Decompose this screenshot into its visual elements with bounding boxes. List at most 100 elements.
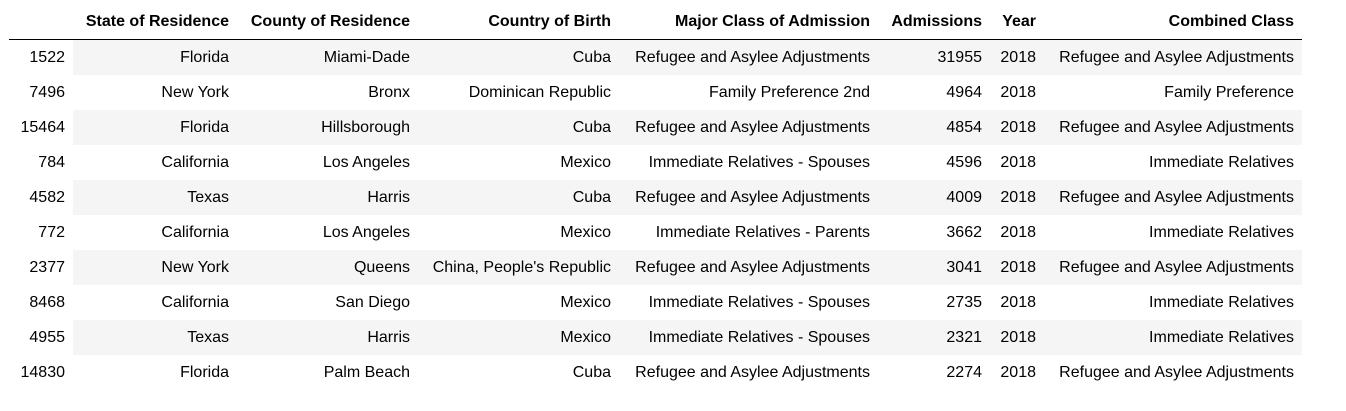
cell-country-of-birth: Cuba [418, 355, 619, 390]
cell-combined-class: Refugee and Asylee Adjustments [1044, 110, 1302, 145]
cell-year: 2018 [990, 285, 1044, 320]
cell-county-of-residence: Queens [237, 250, 418, 285]
cell-major-class-of-admission: Immediate Relatives - Spouses [619, 145, 878, 180]
cell-admissions: 31955 [878, 39, 990, 75]
column-header-county-of-residence: County of Residence [237, 5, 418, 40]
cell-combined-class: Family Preference [1044, 75, 1302, 110]
cell-admissions: 4596 [878, 145, 990, 180]
cell-country-of-birth: Mexico [418, 145, 619, 180]
cell-admissions: 4854 [878, 110, 990, 145]
cell-admissions: 4964 [878, 75, 990, 110]
cell-combined-class: Refugee and Asylee Adjustments [1044, 39, 1302, 75]
cell-year: 2018 [990, 180, 1044, 215]
cell-county-of-residence: Bronx [237, 75, 418, 110]
row-index-cell: 2377 [29, 258, 65, 276]
header-row: State of Residence County of Residence Cou… [9, 5, 1302, 40]
cell-county-of-residence: Harris [237, 180, 418, 215]
cell-state-of-residence: New York [73, 75, 237, 110]
cell-combined-class: Refugee and Asylee Adjustments [1044, 355, 1302, 390]
row-index-cell: 14830 [20, 363, 66, 381]
cell-admissions: 4009 [878, 180, 990, 215]
cell-state-of-residence: Texas [73, 180, 237, 215]
cell-county-of-residence: Harris [237, 320, 418, 355]
cell-major-class-of-admission: Refugee and Asylee Adjustments [619, 110, 878, 145]
cell-year: 2018 [990, 110, 1044, 145]
column-header-combined-class: Combined Class [1044, 5, 1302, 40]
dataframe-table: State of Residence County of Residence Cou… [9, 5, 1302, 390]
row-index-cell: 772 [38, 223, 65, 241]
cell-admissions: 2274 [878, 355, 990, 390]
cell-year: 2018 [990, 39, 1044, 75]
cell-admissions: 2735 [878, 285, 990, 320]
cell-country-of-birth: Cuba [418, 110, 619, 145]
column-header-state-of-residence: State of Residence [73, 5, 237, 40]
cell-combined-class: Immediate Relatives [1044, 215, 1302, 250]
table-row: 14830 Florida Palm Beach Cuba Refugee and As… [9, 355, 1302, 390]
cell-country-of-birth: China, People's Republic [418, 250, 619, 285]
row-index-cell: 15464 [20, 118, 66, 136]
cell-county-of-residence: Los Angeles [237, 215, 418, 250]
cell-year: 2018 [990, 75, 1044, 110]
table-row: 784 California Los Angeles Mexico Immediate … [9, 145, 1302, 180]
cell-county-of-residence: Los Angeles [237, 145, 418, 180]
cell-state-of-residence: California [73, 215, 237, 250]
cell-admissions: 3662 [878, 215, 990, 250]
cell-admissions: 3041 [878, 250, 990, 285]
cell-year: 2018 [990, 320, 1044, 355]
cell-major-class-of-admission: Refugee and Asylee Adjustments [619, 180, 878, 215]
table-row: 4582 Texas Harris Cuba Refugee and Asylee Ad… [9, 180, 1302, 215]
cell-country-of-birth: Cuba [418, 39, 619, 75]
row-index-cell: 1522 [29, 48, 65, 66]
table-row: 772 California Los Angeles Mexico Immediate … [9, 215, 1302, 250]
cell-state-of-residence: California [73, 145, 237, 180]
cell-year: 2018 [990, 250, 1044, 285]
cell-major-class-of-admission: Immediate Relatives - Parents [619, 215, 878, 250]
cell-year: 2018 [990, 145, 1044, 180]
cell-county-of-residence: Palm Beach [237, 355, 418, 390]
cell-county-of-residence: San Diego [237, 285, 418, 320]
cell-major-class-of-admission: Refugee and Asylee Adjustments [619, 355, 878, 390]
table-row: 4955 Texas Harris Mexico Immediate Relatives… [9, 320, 1302, 355]
table-body: 1522 Florida Miami-Dade Cuba Refugee and Asy… [9, 39, 1302, 390]
cell-major-class-of-admission: Immediate Relatives - Spouses [619, 320, 878, 355]
cell-combined-class: Refugee and Asylee Adjustments [1044, 180, 1302, 215]
cell-combined-class: Refugee and Asylee Adjustments [1044, 250, 1302, 285]
table-row: 7496 New York Bronx Dominican Republic Famil… [9, 75, 1302, 110]
cell-major-class-of-admission: Family Preference 2nd [619, 75, 878, 110]
table-row: 1522 Florida Miami-Dade Cuba Refugee and Asy… [9, 39, 1302, 75]
row-index-cell: 4582 [29, 188, 65, 206]
column-header-major-class-of-admission: Major Class of Admission [619, 5, 878, 40]
row-index-cell: 7496 [29, 83, 65, 101]
cell-state-of-residence: California [73, 285, 237, 320]
cell-major-class-of-admission: Immediate Relatives - Spouses [619, 285, 878, 320]
cell-combined-class: Immediate Relatives [1044, 320, 1302, 355]
table-row: 8468 California San Diego Mexico Immediate R… [9, 285, 1302, 320]
cell-state-of-residence: New York [73, 250, 237, 285]
cell-county-of-residence: Miami-Dade [237, 39, 418, 75]
cell-state-of-residence: Texas [73, 320, 237, 355]
cell-state-of-residence: Florida [73, 110, 237, 145]
row-index-cell: 4955 [29, 328, 65, 346]
cell-county-of-residence: Hillsborough [237, 110, 418, 145]
cell-combined-class: Immediate Relatives [1044, 285, 1302, 320]
row-index-cell: 8468 [29, 293, 65, 311]
cell-year: 2018 [990, 355, 1044, 390]
cell-major-class-of-admission: Refugee and Asylee Adjustments [619, 39, 878, 75]
cell-state-of-residence: Florida [73, 355, 237, 390]
cell-country-of-birth: Dominican Republic [418, 75, 619, 110]
cell-state-of-residence: Florida [73, 39, 237, 75]
table-row: 15464 Florida Hillsborough Cuba Refugee and … [9, 110, 1302, 145]
cell-country-of-birth: Cuba [418, 180, 619, 215]
cell-country-of-birth: Mexico [418, 215, 619, 250]
row-index-cell: 784 [38, 153, 65, 171]
column-header-year: Year [990, 5, 1044, 40]
table-header: State of Residence County of Residence Cou… [9, 5, 1302, 40]
column-header-index [9, 5, 73, 40]
column-header-admissions: Admissions [878, 5, 990, 40]
cell-country-of-birth: Mexico [418, 320, 619, 355]
cell-combined-class: Immediate Relatives [1044, 145, 1302, 180]
dataframe-output: State of Residence County of Residence Cou… [9, 5, 1302, 390]
cell-major-class-of-admission: Refugee and Asylee Adjustments [619, 250, 878, 285]
cell-admissions: 2321 [878, 320, 990, 355]
cell-year: 2018 [990, 215, 1044, 250]
